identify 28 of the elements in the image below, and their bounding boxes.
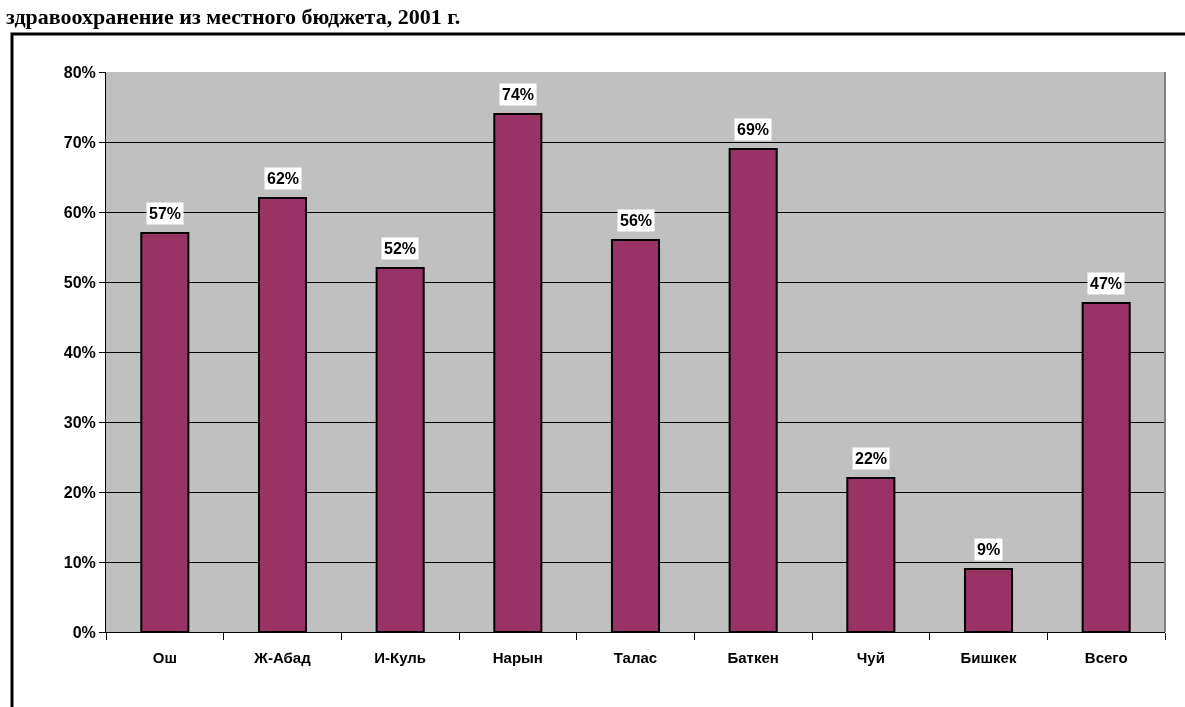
y-tick-label: 0% xyxy=(72,623,96,641)
data-label: 9% xyxy=(977,541,1001,558)
x-tick-label: Чуй xyxy=(856,649,885,666)
x-tick-label: Баткен xyxy=(727,649,779,666)
data-label: 57% xyxy=(149,205,182,222)
y-tick-label: 20% xyxy=(63,483,96,501)
x-tick-label: Нарын xyxy=(492,649,543,666)
data-label: 56% xyxy=(620,212,653,229)
data-label: 74% xyxy=(502,86,535,103)
y-tick-label: 60% xyxy=(63,203,96,221)
x-tick-label: Всего xyxy=(1084,649,1128,666)
y-tick-label: 50% xyxy=(63,273,96,291)
data-label: 52% xyxy=(384,240,417,257)
y-tick-label: 40% xyxy=(63,343,96,361)
y-tick-label: 30% xyxy=(63,413,96,431)
data-label: 62% xyxy=(267,170,300,187)
data-label: 22% xyxy=(855,450,888,467)
x-tick-label: Бишкек xyxy=(960,649,1017,666)
data-label: 69% xyxy=(737,121,770,138)
x-tick-label: Талас xyxy=(613,649,658,666)
x-tick-label: Ош xyxy=(152,649,177,666)
y-tick-label: 70% xyxy=(63,133,96,151)
chart-title: здравоохранение из местного бюджета, 2001 г. xyxy=(6,4,461,29)
y-tick-label: 10% xyxy=(63,553,96,571)
x-tick-label: Ж-Абад xyxy=(253,649,312,666)
y-tick-label: 80% xyxy=(63,63,96,81)
x-tick-label: И-Куль xyxy=(374,649,427,666)
data-label: 47% xyxy=(1090,275,1123,292)
